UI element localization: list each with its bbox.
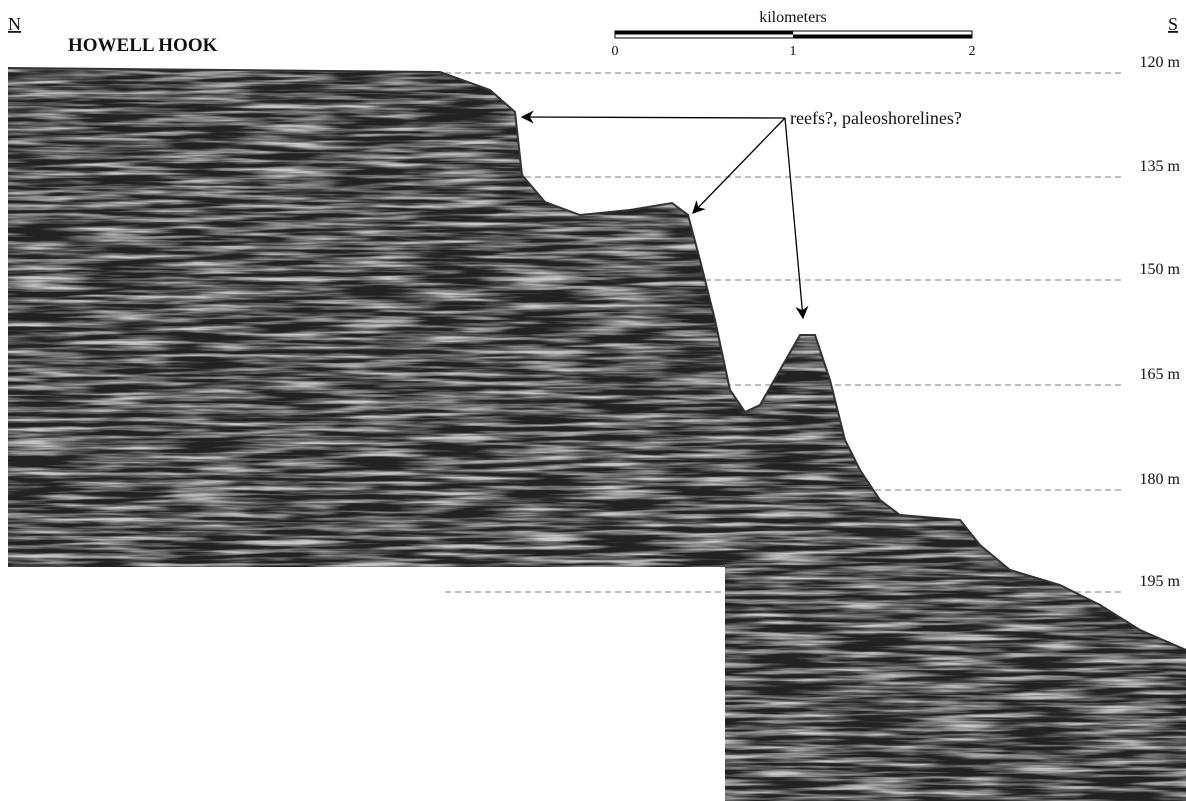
- depth-label: 195 m: [1140, 573, 1181, 590]
- arrows: [520, 110, 809, 320]
- south-label: S: [1168, 14, 1178, 34]
- annotation: reefs?, paleoshorelines?: [790, 108, 962, 128]
- north-label: N: [8, 14, 21, 34]
- depth-label: 150 m: [1140, 261, 1181, 278]
- scale-tick: 1: [790, 44, 797, 59]
- depth-label: 120 m: [1140, 54, 1181, 71]
- seafloor: [7, 67, 1186, 651]
- scale-tick: 2: [969, 44, 976, 59]
- depth-label: 165 m: [1140, 366, 1181, 383]
- depth-labels: 120 m 135 m 150 m 165 m 180 m 195 m: [1140, 54, 1181, 590]
- depth-label: 180 m: [1140, 471, 1181, 488]
- scale-label: kilometers: [759, 9, 827, 26]
- depth-label: 135 m: [1140, 158, 1181, 175]
- title: HOWELL HOOK: [68, 35, 218, 56]
- scale-tick: 0: [612, 44, 619, 59]
- seismic-image: [8, 68, 1186, 801]
- scale-bar: kilometers 0 1 2: [612, 9, 976, 59]
